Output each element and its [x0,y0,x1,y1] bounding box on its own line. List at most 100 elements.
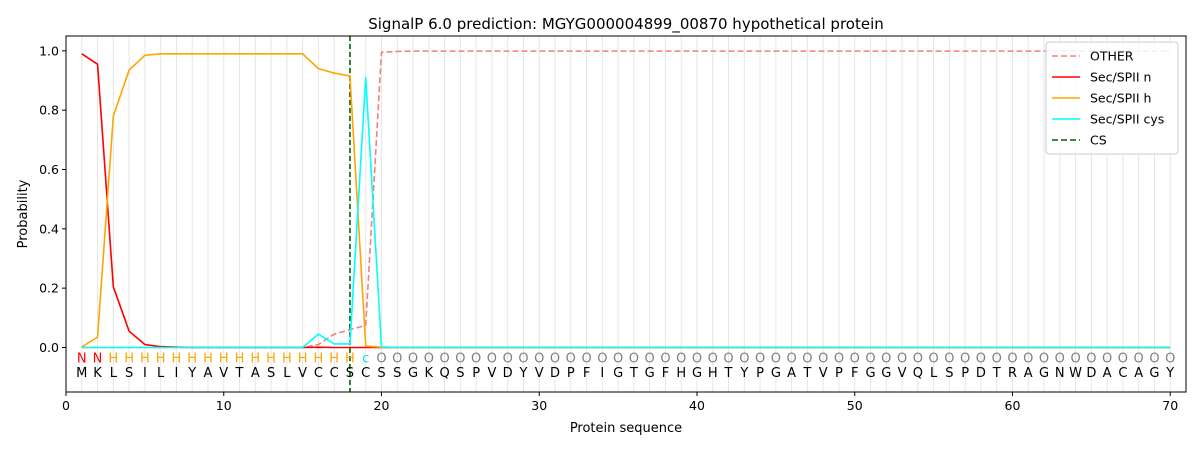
region-label-19: c [362,351,369,366]
region-label-43: O [739,351,749,366]
region-label-2: N [93,351,103,366]
residue-label-64: W [1069,366,1082,381]
residue-label-70: Y [1165,366,1174,381]
residue-label-38: F [662,366,669,381]
grid-layer [81,36,1171,392]
x-tick-label-50: 50 [847,398,863,413]
residue-label-18: S [346,366,354,381]
region-label-57: O [960,351,970,366]
residue-label-29: Y [518,366,527,381]
chart-title: SignalP 6.0 prediction: MGYG000004899_00… [368,15,884,34]
residue-label-10: V [219,366,228,381]
region-label-7: H [172,351,182,366]
y-tick-label-5: 1.0 [39,43,59,58]
region-label-68: O [1134,351,1144,366]
residue-label-51: G [865,366,875,381]
region-label-28: O [503,351,513,366]
region-label-22: O [408,351,418,366]
legend-label-other: OTHER [1090,49,1134,64]
residue-label-33: F [583,366,590,381]
residue-label-45: G [771,366,781,381]
residue-label-39: H [676,366,686,381]
region-label-38: O [660,351,670,366]
residue-label-30: V [535,366,544,381]
region-label-45: O [771,351,781,366]
residue-label-46: A [787,366,796,381]
region-label-34: O [597,351,607,366]
residue-label-6: L [157,366,165,381]
legend-label-cs: CS [1090,133,1107,148]
residue-label-44: P [756,366,764,381]
region-label-26: O [471,351,481,366]
residue-label-53: V [898,366,907,381]
region-label-1: N [77,351,87,366]
residue-label-22: G [408,366,418,381]
residue-label-35: G [613,366,623,381]
residue-label-14: L [283,366,291,381]
residue-label-67: C [1118,366,1127,381]
residue-label-59: T [992,366,1001,381]
region-label-37: O [645,351,655,366]
region-label-51: O [865,351,875,366]
plot-frame [65,35,1187,393]
region-label-69: O [1149,351,1159,366]
legend-label-sec-spii-n: Sec/SPII n [1090,70,1151,85]
region-label-24: O [439,351,449,366]
residue-label-48: V [819,366,828,381]
y-axis-label: Probability [16,179,31,248]
region-label-10: H [219,351,229,366]
region-label-35: O [613,351,623,366]
region-label-60: O [1007,351,1017,366]
residue-label-11: T [235,366,244,381]
region-label-58: O [976,351,986,366]
x-tick-label-30: 30 [531,398,547,413]
region-label-56: O [944,351,954,366]
y-tick-label-3: 0.6 [39,162,59,177]
residue-label-42: T [724,366,733,381]
residue-label-24: Q [439,366,449,381]
region-label-13: H [266,351,276,366]
region-label-66: O [1102,351,1112,366]
region-label-65: O [1086,351,1096,366]
residue-label-15: V [298,366,307,381]
region-label-64: O [1070,351,1080,366]
residue-label-54: Q [913,366,923,381]
region-label-41: O [708,351,718,366]
residue-label-23: K [425,366,434,381]
region-label-67: O [1118,351,1128,366]
residue-label-63: N [1055,366,1065,381]
residue-label-27: V [487,366,496,381]
region-label-36: O [629,351,639,366]
region-label-5: H [140,351,150,366]
residue-label-31: D [550,366,560,381]
region-label-6: H [156,351,166,366]
region-label-20: O [376,351,386,366]
residue-label-34: I [600,366,604,381]
x-tick-label-60: 60 [1005,398,1021,413]
region-label-49: O [834,351,844,366]
region-label-54: O [913,351,923,366]
y-tick-label-2: 0.4 [39,221,59,236]
series-line-sec-spii-n [81,53,1171,349]
residue-label-7: I [175,366,179,381]
region-label-27: O [487,351,497,366]
residue-label-47: T [802,366,811,381]
region-label-46: O [787,351,797,366]
residue-label-60: R [1008,366,1017,381]
x-tick-label-10: 10 [216,398,232,413]
region-label-39: O [676,351,686,366]
residue-label-57: P [961,366,969,381]
x-ticks: 0 10 20 30 40 50 60 70 [62,392,1178,413]
series-line-other [81,50,1171,349]
region-label-42: O [723,351,733,366]
residue-label-62: G [1039,366,1049,381]
x-tick-label-20: 20 [374,398,390,413]
region-label-15: H [298,351,308,366]
legend-label-sec-spii-h: Sec/SPII h [1090,91,1151,106]
series-layer [81,50,1171,349]
region-label-31: O [550,351,560,366]
residue-label-65: D [1086,366,1096,381]
residue-label-56: S [945,366,953,381]
region-label-14: H [282,351,292,366]
